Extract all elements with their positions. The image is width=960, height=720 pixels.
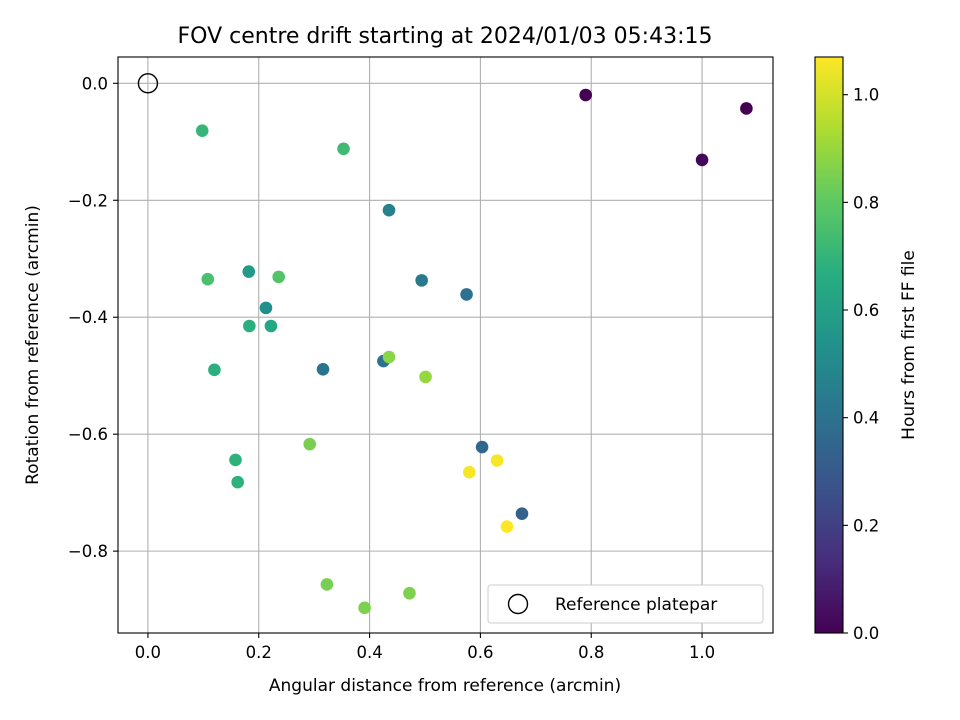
plot-frame <box>117 56 774 634</box>
data-point <box>320 578 334 591</box>
data-point <box>695 153 709 167</box>
data-point <box>463 465 476 479</box>
data-point <box>303 437 317 451</box>
colorbar-tick-label: 1.0 <box>853 86 879 105</box>
data-point <box>415 274 428 287</box>
y-tick-label: −0.4 <box>68 308 108 327</box>
data-point <box>259 301 273 315</box>
data-points <box>195 88 753 615</box>
x-axis-label: Angular distance from reference (arcmin) <box>269 676 621 696</box>
data-point <box>490 454 504 467</box>
data-point <box>242 265 256 278</box>
y-tick-label: −0.8 <box>68 542 108 561</box>
data-point <box>382 350 396 364</box>
chart-title: FOV centre drift starting at 2024/01/03 … <box>178 24 713 49</box>
legend-label: Reference platepar <box>555 595 717 615</box>
x-tick-label: 0.4 <box>356 643 382 662</box>
data-point <box>201 272 215 286</box>
data-point <box>460 288 473 301</box>
data-point <box>579 88 592 102</box>
x-tick-label: 0.6 <box>467 643 493 662</box>
colorbar: 0.0 0.2 0.4 0.6 0.8 1.0 Hours from first FF f… <box>814 56 919 643</box>
data-point <box>403 586 416 600</box>
y-tick-label: −0.2 <box>68 191 108 210</box>
x-tick-label: 1.0 <box>689 643 715 662</box>
y-tick-label: −0.6 <box>68 425 108 444</box>
data-point <box>208 363 221 377</box>
data-point <box>243 319 256 333</box>
data-point <box>740 102 753 115</box>
data-point <box>229 453 242 467</box>
colorbar-tick-label: 0.6 <box>853 301 879 320</box>
y-axis-label: Rotation from reference (arcmin) <box>23 205 43 485</box>
reference-platepar-marker <box>137 73 159 94</box>
colorbar-tick-label: 0.2 <box>853 516 879 535</box>
data-point <box>515 507 529 521</box>
data-point <box>316 362 330 376</box>
data-point <box>475 440 489 454</box>
data-point <box>337 142 350 156</box>
data-point <box>231 475 244 489</box>
x-tick-label: 0.2 <box>246 643 272 662</box>
data-point <box>195 124 209 137</box>
colorbar-label: Hours from first FF file <box>899 250 919 440</box>
data-point <box>358 601 371 615</box>
colorbar-tick-label: 0.0 <box>853 624 879 643</box>
y-axis-ticks: 0.0 −0.2 −0.4 −0.6 −0.8 <box>68 74 118 561</box>
data-point <box>382 203 396 217</box>
colorbar-ticks: 0.0 0.2 0.4 0.6 0.8 1.0 <box>843 86 879 643</box>
x-axis-ticks: 0.0 0.2 0.4 0.6 0.8 1.0 <box>135 633 715 662</box>
colorbar-tick-label: 0.4 <box>853 409 879 428</box>
data-point <box>272 270 286 284</box>
data-point <box>500 520 514 533</box>
legend-reference-marker <box>507 593 529 615</box>
reference-marker-group <box>137 73 159 94</box>
y-tick-label: 0.0 <box>82 74 108 93</box>
x-tick-label: 0.8 <box>578 643 604 662</box>
data-point <box>264 319 278 333</box>
legend-box <box>487 584 764 624</box>
x-tick-label: 0.0 <box>135 643 161 662</box>
colorbar-tick-label: 0.8 <box>853 193 879 212</box>
data-point <box>419 370 432 384</box>
colorbar-gradient <box>814 56 844 634</box>
grid-lines <box>118 57 773 633</box>
legend: Reference platepar <box>487 584 764 624</box>
